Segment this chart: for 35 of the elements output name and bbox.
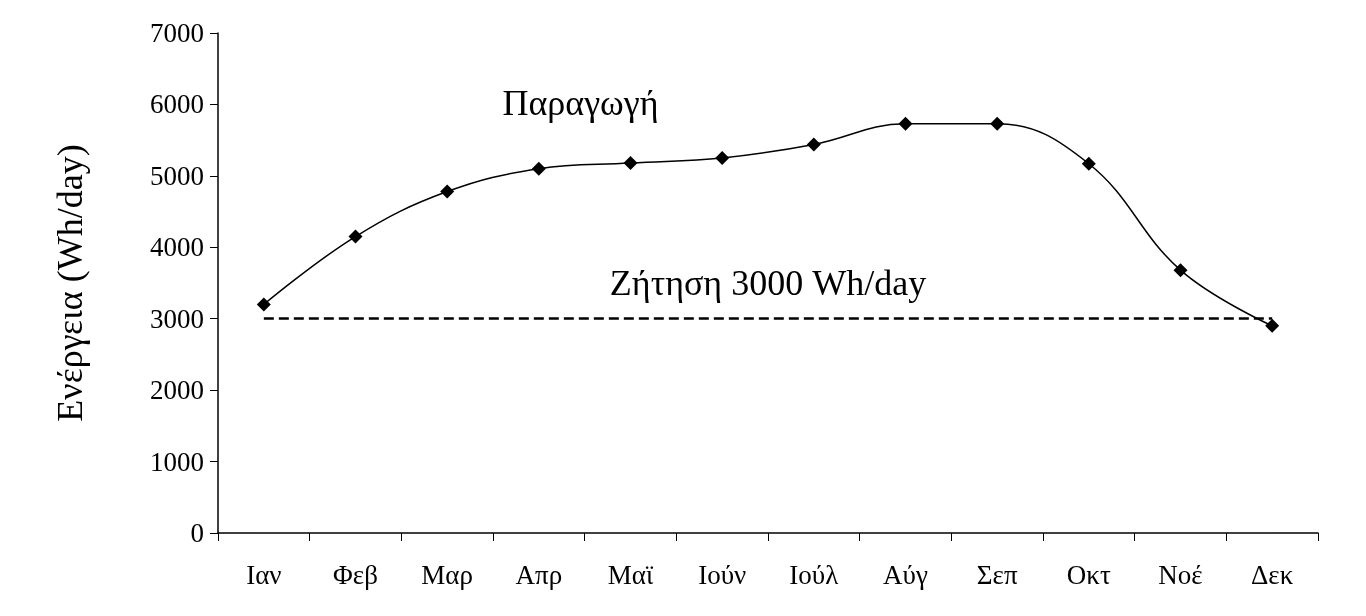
- y-tick-label: 3000: [150, 303, 204, 334]
- y-axis-title: Ενέργεια (Wh/day): [50, 144, 90, 422]
- series-label: Παραγωγή: [502, 83, 659, 123]
- point: [1173, 263, 1188, 278]
- x-tick-label: Ιούν: [698, 559, 747, 590]
- ref-line-label: Ζήτηση 3000 Wh/day: [609, 262, 927, 303]
- point: [1081, 156, 1096, 171]
- x-tick-label: Μαϊ: [607, 559, 654, 590]
- point: [348, 229, 363, 244]
- point: [990, 116, 1005, 131]
- point: [531, 161, 546, 176]
- x-tick-label: Σεπ: [976, 559, 1018, 590]
- y-tick-label: 2000: [150, 375, 204, 406]
- x-tick-label: Νοέ: [1158, 559, 1203, 590]
- point: [623, 156, 638, 170]
- point: [806, 137, 821, 152]
- y-tick-label: 6000: [150, 89, 204, 120]
- x-tick-label: Απρ: [515, 559, 563, 590]
- x-tick-label: Ιούλ: [789, 559, 839, 590]
- point: [898, 116, 913, 131]
- point: [715, 151, 730, 165]
- y-tick-label: 1000: [150, 446, 204, 477]
- x-tick-label: Μαρ: [421, 559, 473, 590]
- y-tick-label: 5000: [150, 160, 204, 191]
- x-tick-label: Αύγ: [883, 559, 928, 590]
- y-tick-label: 4000: [150, 232, 204, 263]
- point: [1265, 318, 1280, 333]
- x-tick-label: Οκτ: [1066, 559, 1111, 590]
- y-tick-label: 7000: [150, 18, 204, 48]
- x-tick-label: Ιαν: [246, 559, 282, 590]
- point: [440, 184, 455, 199]
- x-tick-label: Φεβ: [333, 559, 378, 590]
- point: [256, 297, 271, 312]
- y-tick-label: 0: [190, 518, 204, 548]
- x-tick-label: Δεκ: [1251, 559, 1294, 590]
